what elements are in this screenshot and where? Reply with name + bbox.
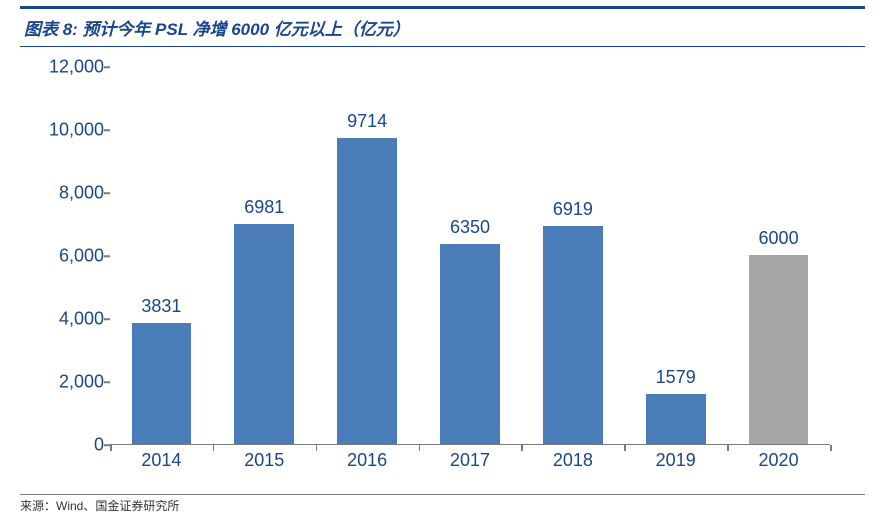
- bar: [132, 323, 192, 444]
- plot-area: 3831 6981 9714 63506919 1579 6000: [110, 67, 830, 445]
- bar-value-label: 9714: [317, 111, 417, 132]
- bar-value-label: 6000: [729, 228, 829, 249]
- bar: [646, 394, 706, 444]
- source-text: 来源：Wind、国金证券研究所: [20, 499, 179, 513]
- x-axis-tick-mark: [521, 445, 523, 451]
- bar-chart: 3831 6981 9714 63506919 1579 6000 0 2,000 4,000…: [30, 55, 850, 485]
- bar: [440, 244, 500, 444]
- bar-value-label: 6919: [523, 199, 623, 220]
- x-axis-tick-label: 2017: [420, 450, 520, 471]
- y-axis-tick-label: 0: [30, 435, 104, 456]
- bar: [337, 138, 397, 444]
- bar-value-label: 1579: [626, 367, 726, 388]
- x-axis-tick-label: 2016: [317, 450, 417, 471]
- bar: [749, 255, 809, 444]
- chart-index: 图表 8:: [24, 20, 78, 39]
- chart-title: 预计今年 PSL 净增 6000 亿元以上（亿元）: [82, 20, 409, 39]
- title-bar: 图表 8: 预计今年 PSL 净增 6000 亿元以上（亿元）: [20, 6, 865, 47]
- y-axis-tick-label: 2,000: [30, 372, 104, 393]
- y-axis-tick-label: 12,000: [30, 57, 104, 78]
- x-axis-tick-mark: [110, 445, 112, 451]
- y-axis-tick-mark: [104, 192, 110, 194]
- x-axis-tick-mark: [316, 445, 318, 451]
- x-axis-tick-label: 2018: [523, 450, 623, 471]
- bar: [543, 226, 603, 444]
- y-axis-tick-mark: [104, 129, 110, 131]
- y-axis-tick-mark: [104, 318, 110, 320]
- y-axis-tick-label: 4,000: [30, 309, 104, 330]
- x-axis-tick-mark: [727, 445, 729, 451]
- y-axis-tick-label: 6,000: [30, 246, 104, 267]
- bar: [234, 224, 294, 444]
- bar-value-label: 3831: [111, 296, 211, 317]
- bar-value-label: 6350: [420, 217, 520, 238]
- y-axis-tick-mark: [104, 381, 110, 383]
- y-axis-tick-label: 8,000: [30, 183, 104, 204]
- x-axis-tick-label: 2015: [214, 450, 314, 471]
- x-axis-tick-mark: [830, 445, 832, 451]
- y-axis-tick-mark: [104, 66, 110, 68]
- x-axis-tick-label: 2020: [729, 450, 829, 471]
- source-citation: 来源：Wind、国金证券研究所: [20, 494, 865, 514]
- x-axis-tick-label: 2019: [626, 450, 726, 471]
- x-axis-tick-mark: [213, 445, 215, 451]
- x-axis-tick-mark: [624, 445, 626, 451]
- chart-container: 图表 8: 预计今年 PSL 净增 6000 亿元以上（亿元） 3831 6981…: [0, 0, 873, 514]
- y-axis-tick-label: 10,000: [30, 120, 104, 141]
- x-axis-tick-label: 2014: [111, 450, 211, 471]
- y-axis-tick-mark: [104, 255, 110, 257]
- x-axis-tick-mark: [419, 445, 421, 451]
- bar-value-label: 6981: [214, 197, 314, 218]
